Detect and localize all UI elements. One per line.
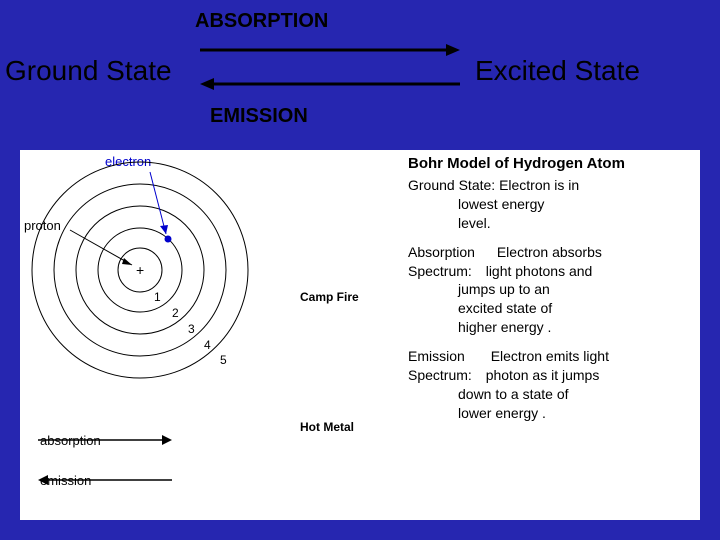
shell-3: 3: [188, 322, 195, 336]
emission-label: EMISSION: [210, 105, 308, 128]
shell-5: 5: [220, 353, 227, 367]
absorption-def: Absorption Electron absorbs Spectrum: li…: [408, 243, 692, 337]
arrow-left-icon: [200, 76, 460, 97]
emission-arrow-label: emission: [40, 473, 91, 488]
ground-state-def: Ground State: Electron is in lowest ener…: [408, 176, 692, 233]
content-area: electron proton +: [20, 150, 700, 520]
hot-metal-label: Hot Metal: [300, 420, 354, 434]
shell-4: 4: [204, 338, 211, 352]
emission-term: Emission: [408, 348, 465, 364]
svg-text:+: +: [136, 262, 144, 278]
excited-state-label: Excited State: [475, 55, 640, 87]
arrow-right-icon: [200, 42, 460, 63]
ground-state-term: Ground State:: [408, 177, 495, 193]
bohr-svg: +: [20, 150, 290, 510]
emission-def: Emission Electron emits light Spectrum: …: [408, 347, 692, 423]
absorption-term: Absorption: [408, 244, 475, 260]
absorption-arrow-label: absorption: [40, 433, 101, 448]
bohr-diagram-panel: electron proton +: [20, 150, 290, 520]
ground-state-label: Ground State: [5, 55, 172, 87]
absorption-label: ABSORPTION: [195, 10, 328, 33]
right-text-panel: Bohr Model of Hydrogen Atom Ground State…: [400, 150, 700, 520]
camp-fire-label: Camp Fire: [300, 290, 359, 304]
bohr-title: Bohr Model of Hydrogen Atom: [408, 155, 692, 172]
shell-1: 1: [154, 290, 161, 304]
center-panel: Camp Fire Hot Metal: [290, 150, 400, 520]
header: ABSORPTION Ground State Excited State EM…: [0, 0, 720, 135]
slide: ABSORPTION Ground State Excited State EM…: [0, 0, 720, 540]
shell-2: 2: [172, 306, 179, 320]
